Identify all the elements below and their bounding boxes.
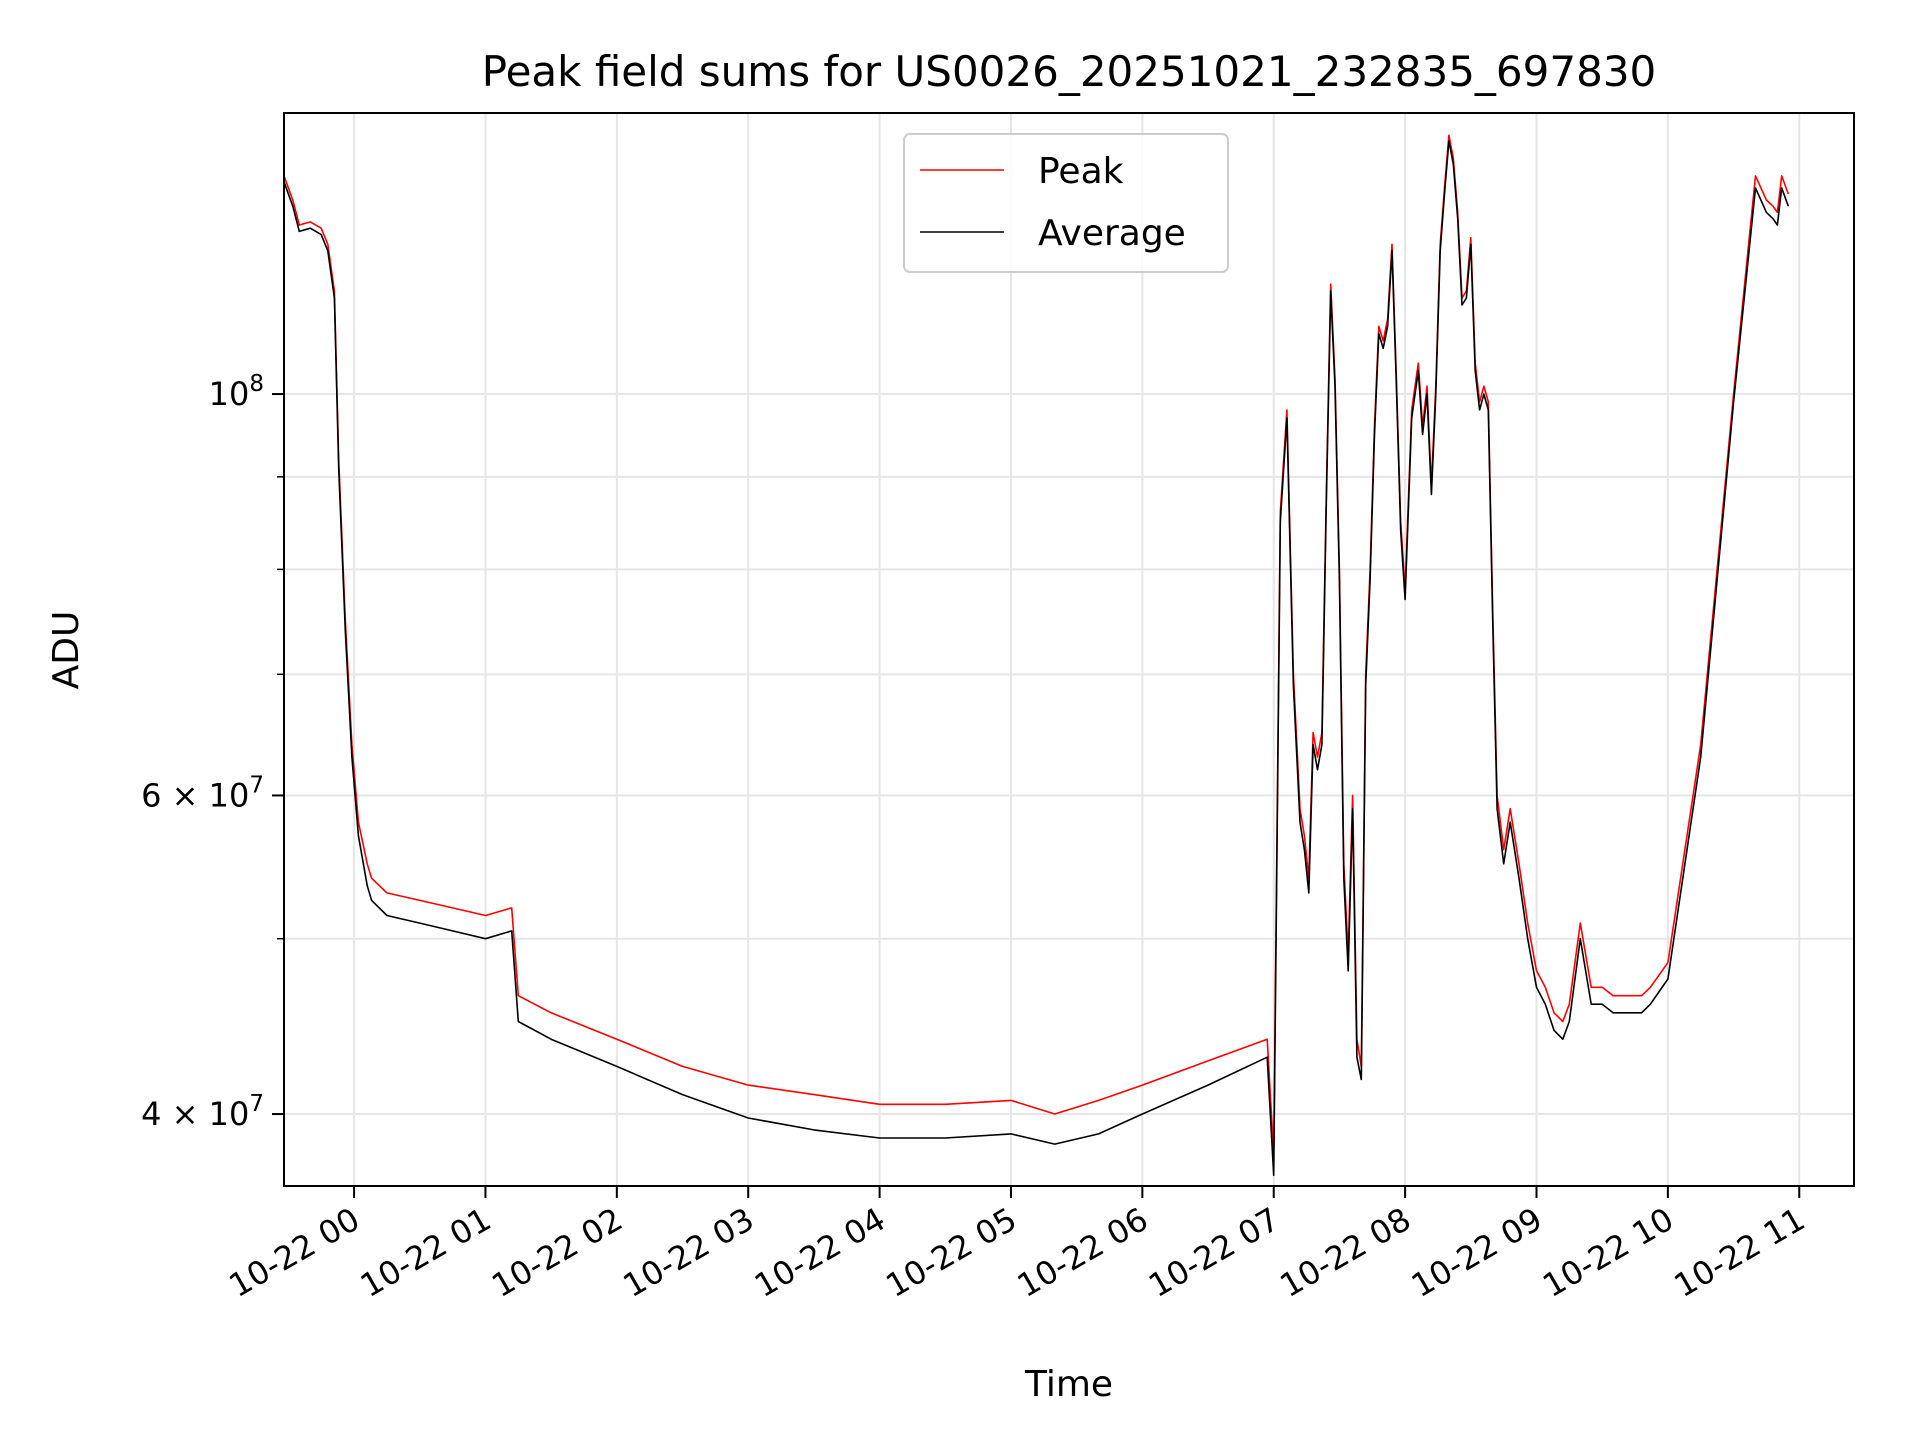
chart-title: Peak field sums for US0026_20251021_2328… [482, 47, 1657, 96]
legend: Peak Average [903, 133, 1229, 273]
plot-frame [283, 112, 1855, 1187]
y-tick-label: 4 × 107 [141, 1091, 264, 1133]
y-axis-label: ADU [46, 611, 87, 690]
legend-box [903, 133, 1229, 273]
y-tick-label: 6 × 107 [141, 772, 264, 814]
series-line-average [284, 140, 1790, 1177]
x-axis-label: Time [1024, 1364, 1113, 1405]
legend-label-average: Average [1038, 213, 1186, 254]
legend-label-peak: Peak [1038, 151, 1124, 192]
grid [284, 113, 1854, 1186]
y-tick-label: 108 [209, 371, 264, 413]
series-group [284, 134, 1790, 1177]
